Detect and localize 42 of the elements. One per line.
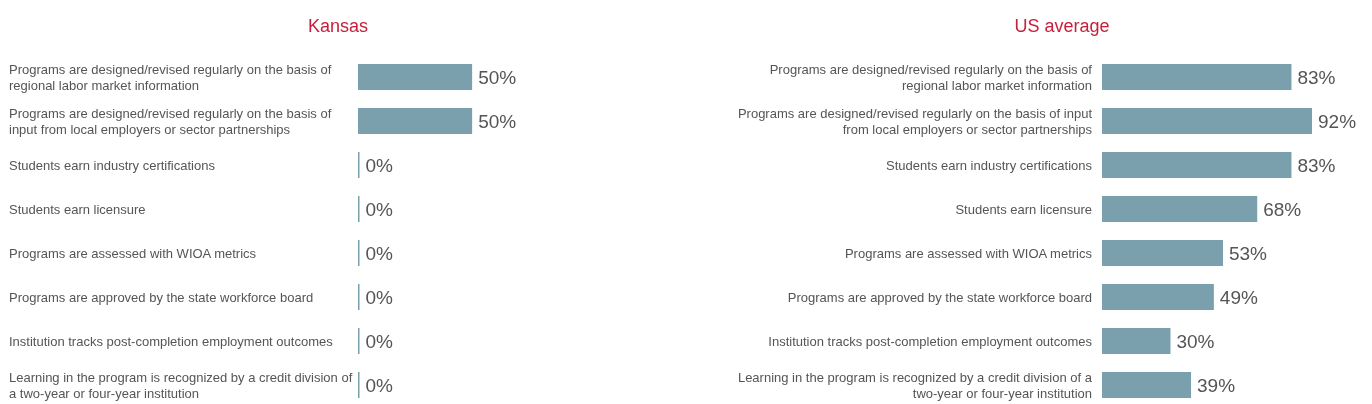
y-tick-label: Programs are designed/revised regularly on the basis of input from local employers or sector partnerships: [737, 105, 1093, 137]
data-label: 0%: [365, 199, 394, 220]
y-tick-label: Students earn industry certifications: [9, 157, 216, 173]
y-tick-label: Programs are approved by the state workforce board: [9, 289, 314, 305]
chart-title: Kansas: [307, 16, 369, 36]
data-label: 0%: [365, 331, 394, 352]
data-label: 50%: [478, 67, 517, 88]
data-label: 83%: [1297, 155, 1336, 176]
y-tick-label: Programs are designed/revised regularly on the basis of regional labor market information: [9, 61, 332, 93]
bar: [1102, 240, 1223, 266]
data-label: 0%: [365, 155, 394, 176]
y-tick-label: Learning in the program is recognized by a credit division of a two-year or four-year institution: [9, 369, 353, 401]
y-tick-label: Students earn industry certifications: [886, 157, 1093, 173]
data-label: 0%: [365, 375, 394, 396]
y-tick-label: Students earn licensure: [9, 201, 146, 217]
data-label: 0%: [365, 243, 394, 264]
data-label: 92%: [1318, 111, 1357, 132]
y-tick-label: Programs are assessed with WIOA metrics: [9, 245, 257, 261]
bar: [1102, 196, 1258, 222]
data-label: 49%: [1219, 287, 1258, 308]
data-label: 30%: [1176, 331, 1215, 352]
bar: [1102, 64, 1292, 90]
y-tick-label: Programs are approved by the state workforce board: [787, 289, 1092, 305]
data-label: 39%: [1197, 375, 1236, 396]
data-label: 53%: [1228, 243, 1268, 264]
bar: [1102, 108, 1312, 134]
y-tick-label: Programs are designed/revised regularly on the basis of regional labor market information: [769, 61, 1093, 93]
y-tick-label: Programs are designed/revised regularly on the basis of input from local employers or sector partnerships: [9, 105, 332, 137]
data-label: 83%: [1297, 67, 1336, 88]
y-tick-label: Institution tracks post-completion employment outcomes: [9, 333, 334, 349]
bar: [1102, 152, 1292, 178]
y-tick-label: Institution tracks post-completion employment outcomes: [768, 333, 1093, 349]
y-tick-label: Students earn licensure: [955, 201, 1092, 217]
data-label: 0%: [365, 287, 394, 308]
chart-title: US average: [1014, 16, 1110, 36]
bar: [1102, 372, 1192, 398]
data-label: 68%: [1263, 199, 1302, 220]
bar: [1102, 284, 1214, 310]
data-label: 50%: [478, 111, 517, 132]
bar: [1102, 328, 1171, 354]
y-tick-label: Learning in the program is recognized by a credit division of a two-year or four-year institution: [737, 369, 1093, 401]
y-tick-label: Programs are assessed with WIOA metrics: [844, 245, 1093, 261]
